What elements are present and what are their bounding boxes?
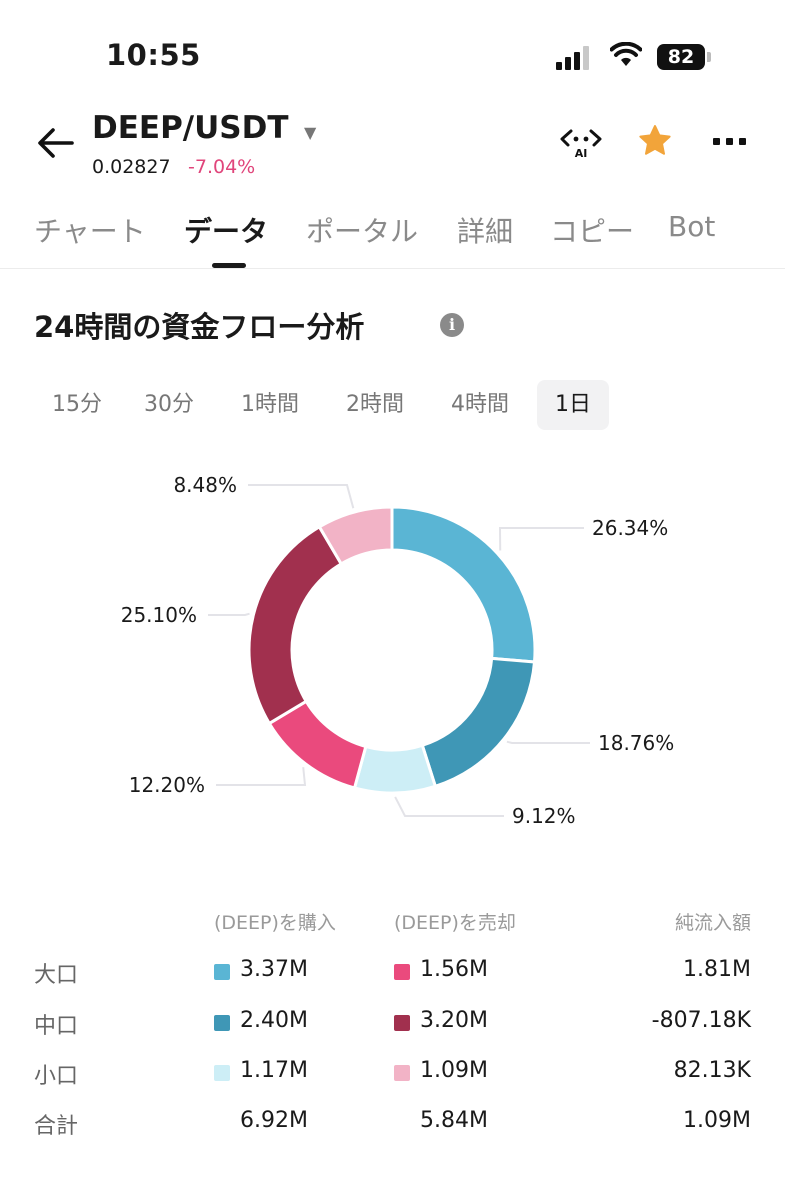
donut-leader-line-5 — [208, 612, 250, 616]
row-label-large: 大口 — [34, 963, 79, 988]
net-medium-value: -807.18K — [651, 1008, 751, 1033]
interval-30m[interactable]: 30分 — [144, 392, 194, 417]
donut-slice-2[interactable] — [420, 656, 537, 789]
wifi-icon — [610, 42, 642, 66]
donut-leader-line-1 — [498, 527, 584, 551]
interval-2h[interactable]: 2時間 — [346, 392, 404, 417]
donut-slice-5[interactable] — [247, 524, 344, 726]
tab-chart[interactable]: チャート — [34, 215, 146, 248]
tab-bar: チャート データ ポータル 詳細 コピー Bot — [0, 205, 785, 269]
tab-data[interactable]: データ — [184, 215, 269, 248]
status-time: 10:55 — [106, 38, 201, 72]
tab-portal[interactable]: ポータル — [306, 215, 419, 248]
donut-slice-6[interactable] — [317, 505, 394, 566]
sell-medium-value: 3.20M — [420, 1008, 488, 1033]
donut-leader-line-4 — [216, 767, 307, 786]
row-label-medium: 中口 — [34, 1014, 79, 1039]
donut-leader-line-6 — [248, 484, 355, 509]
tab-copy[interactable]: コピー — [550, 215, 635, 248]
donut-slice-label-2: 18.76% — [598, 731, 674, 755]
sell-total-value: 5.84M — [420, 1108, 488, 1133]
battery-cap — [707, 52, 711, 62]
pair-title[interactable]: DEEP/USDT — [92, 110, 289, 146]
sell-column-header: (DEEP)を売却 — [394, 912, 516, 934]
buy-small-value: 1.17M — [240, 1058, 308, 1083]
fund-flow-donut-chart: 26.34% 18.76% 9.12% 12.20% 25.10% 8.48% — [121, 473, 675, 828]
ai-assistant-icon[interactable]: AI — [558, 125, 604, 159]
last-price: 0.02827 — [92, 156, 171, 178]
sell-large-value: 1.56M — [420, 957, 488, 982]
active-tab-indicator — [212, 263, 246, 268]
net-total-value: 1.09M — [683, 1108, 751, 1133]
sell-small-swatch — [394, 1065, 410, 1081]
interval-15m[interactable]: 15分 — [52, 392, 102, 417]
section-title: 24時間の資金フロー分析 — [34, 310, 365, 344]
sell-medium-swatch — [394, 1015, 410, 1031]
more-options-icon[interactable] — [713, 138, 747, 146]
battery-indicator: 82 — [657, 44, 705, 70]
interval-4h[interactable]: 4時間 — [451, 392, 509, 417]
row-label-total: 合計 — [34, 1114, 79, 1139]
price-change: -7.04% — [188, 156, 256, 178]
buy-large-value: 3.37M — [240, 957, 308, 982]
buy-large-swatch — [214, 964, 230, 980]
donut-slice-1[interactable] — [390, 505, 537, 664]
donut-slice-label-4: 12.20% — [129, 773, 205, 797]
net-column-header: 純流入額 — [674, 912, 751, 934]
buy-medium-value: 2.40M — [240, 1008, 308, 1033]
tab-details[interactable]: 詳細 — [457, 215, 514, 248]
donut-slice-label-3: 9.12% — [512, 804, 576, 828]
donut-slice-label-6: 8.48% — [173, 473, 237, 497]
interval-1d[interactable]: 1日 — [537, 380, 609, 430]
back-arrow-icon[interactable] — [36, 126, 76, 160]
favorite-star-icon[interactable] — [638, 124, 672, 158]
cellular-signal-icon — [556, 46, 590, 70]
net-small-value: 82.13K — [673, 1058, 751, 1083]
svg-text:AI: AI — [575, 147, 588, 159]
sell-large-swatch — [394, 964, 410, 980]
pair-dropdown-icon[interactable]: ▼ — [304, 123, 317, 142]
buy-small-swatch — [214, 1065, 230, 1081]
buy-medium-swatch — [214, 1015, 230, 1031]
donut-slice-3[interactable] — [352, 743, 438, 795]
interval-1h[interactable]: 1時間 — [241, 392, 299, 417]
info-icon[interactable]: i — [440, 313, 464, 337]
donut-leader-line-2 — [506, 740, 590, 744]
net-large-value: 1.81M — [683, 957, 751, 982]
interval-selector: 15分 30分 1時間 2時間 4時間 1日 — [0, 380, 785, 430]
sell-small-value: 1.09M — [420, 1058, 488, 1083]
donut-slice-label-5: 25.10% — [121, 603, 197, 627]
buy-column-header: (DEEP)を購入 — [214, 912, 336, 934]
tab-bot[interactable]: Bot — [668, 210, 716, 243]
donut-leader-line-3 — [394, 796, 504, 817]
donut-slice-label-1: 26.34% — [592, 516, 668, 540]
row-label-small: 小口 — [34, 1064, 79, 1089]
buy-total-value: 6.92M — [240, 1108, 308, 1133]
